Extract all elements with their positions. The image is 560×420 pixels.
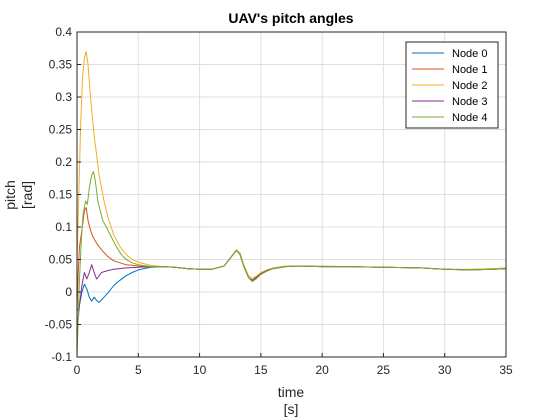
legend-label: Node 2	[452, 80, 487, 92]
legend-label: Node 0	[452, 48, 487, 60]
x-axis-unit: [s]	[284, 401, 299, 417]
axis-ticks: 0 5 10 15 20 25 30 35 -0.1 -0.05 0 0.05 0.1 0.15 0.2 0.…	[45, 25, 513, 377]
y-tick-label: 0.3	[55, 90, 72, 104]
y-tick-label: 0.15	[49, 188, 73, 202]
y-tick-label: 0.35	[49, 58, 73, 72]
y-tick-label: -0.1	[51, 350, 72, 364]
legend-label: Node 4	[452, 112, 487, 124]
x-tick-label: 15	[254, 363, 268, 377]
legend-label: Node 1	[452, 64, 487, 76]
chart-title: UAV's pitch angles	[228, 10, 353, 26]
y-tick-label: 0.4	[55, 25, 72, 39]
x-axis-label: time	[278, 384, 305, 400]
x-tick-label: 30	[438, 363, 452, 377]
x-tick-label: 25	[377, 363, 391, 377]
y-axis-label: pitch	[2, 180, 18, 210]
series-line-node-4	[76, 171, 507, 358]
y-tick-label: 0.2	[55, 155, 72, 169]
legend-label: Node 3	[452, 96, 487, 108]
y-tick-label: 0.1	[55, 220, 72, 234]
y-axis-unit: [rad]	[19, 181, 35, 209]
x-tick-label: 35	[499, 363, 513, 377]
x-tick-label: 10	[193, 363, 207, 377]
x-tick-label: 0	[74, 363, 81, 377]
y-tick-label: -0.05	[45, 318, 73, 332]
y-tick-label: 0.05	[49, 253, 73, 267]
y-tick-label: 0	[65, 285, 72, 299]
series-layer	[76, 51, 507, 358]
legend: Node 0 Node 1 Node 2 Node 3 Node 4	[405, 41, 499, 129]
x-tick-label: 20	[315, 363, 329, 377]
y-tick-label: 0.25	[49, 123, 73, 137]
x-tick-label: 5	[135, 363, 142, 377]
